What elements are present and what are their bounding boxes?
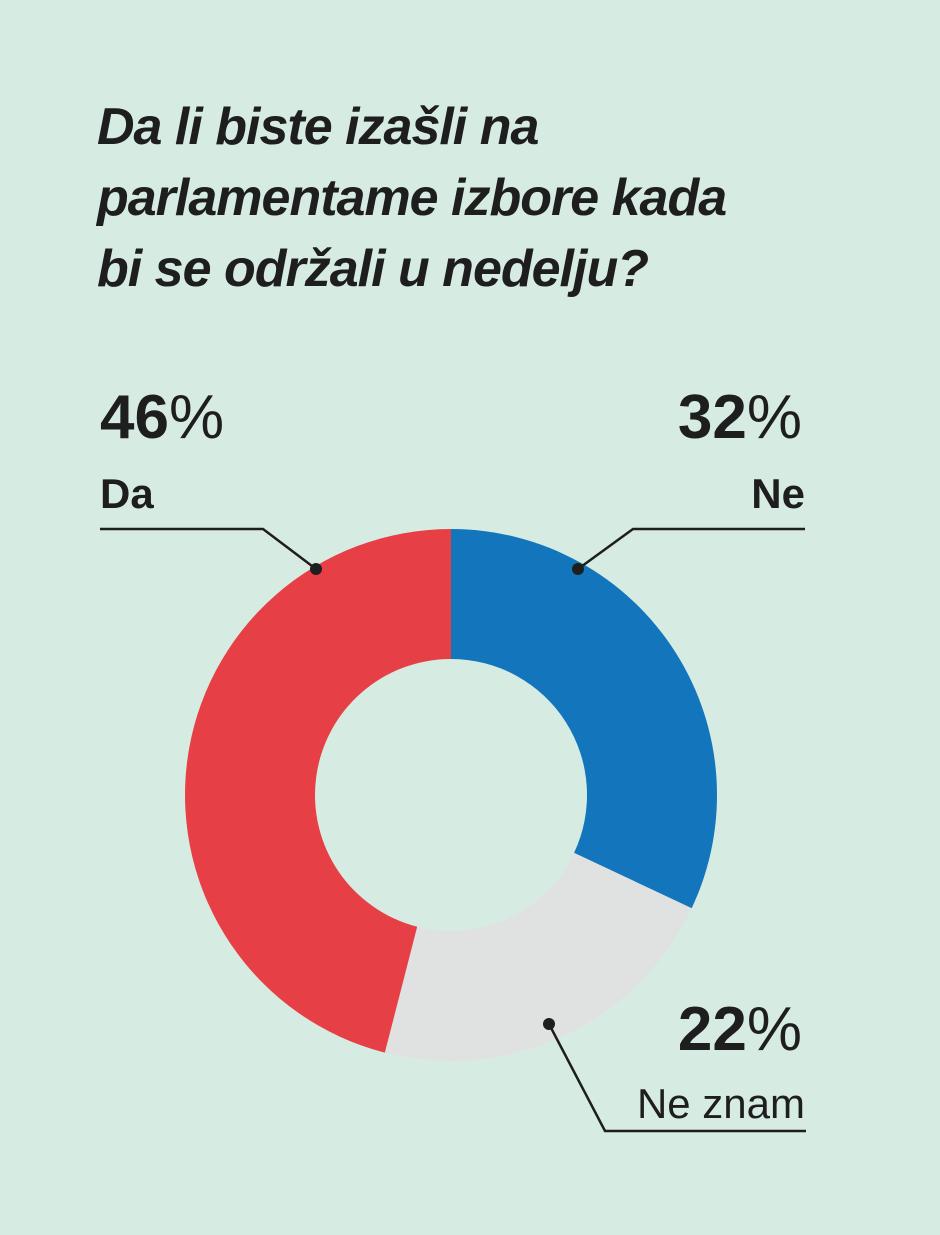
slice-label-da: Da (100, 470, 154, 517)
value-unit-da: % (169, 383, 224, 452)
leader-line-ne (577, 527, 805, 571)
value-label-ne-znam: 22% (678, 995, 802, 1064)
leader-dot-ne (572, 563, 584, 575)
title-line-3: bi se održali u nedelju? (97, 240, 649, 298)
value-number-ne: 32 (678, 383, 747, 452)
value-unit-ne: % (747, 383, 802, 452)
leader-dot-ne-znam (543, 1018, 555, 1030)
leader-line-ne-znam (547, 1023, 806, 1133)
value-label-da: 46% (100, 383, 224, 452)
callout-da: 46% Da (100, 383, 322, 575)
slice-label-ne-znam: Ne znam (637, 1080, 805, 1127)
value-number-ne-znam: 22 (678, 995, 747, 1064)
callout-ne-znam: 22% Ne znam (543, 995, 806, 1133)
title-line-2: parlamentame izbore kada (97, 169, 727, 227)
donut-slice-ne (451, 529, 718, 909)
value-number-da: 46 (100, 383, 169, 452)
donut-slice-da (185, 529, 451, 1053)
value-label-ne: 32% (678, 383, 802, 452)
chart-title: Da li biste izašli na parlamentame izbor… (97, 92, 857, 305)
donut-slice-ne-znam (384, 852, 692, 1061)
leader-line-da (100, 527, 317, 570)
donut-slices (185, 529, 718, 1061)
callout-ne: 32% Ne (572, 383, 805, 575)
leader-dot-da (310, 563, 322, 575)
title-line-1: Da li biste izašli na (97, 98, 539, 156)
value-unit-ne-znam: % (747, 995, 802, 1064)
slice-label-ne: Ne (751, 470, 805, 517)
